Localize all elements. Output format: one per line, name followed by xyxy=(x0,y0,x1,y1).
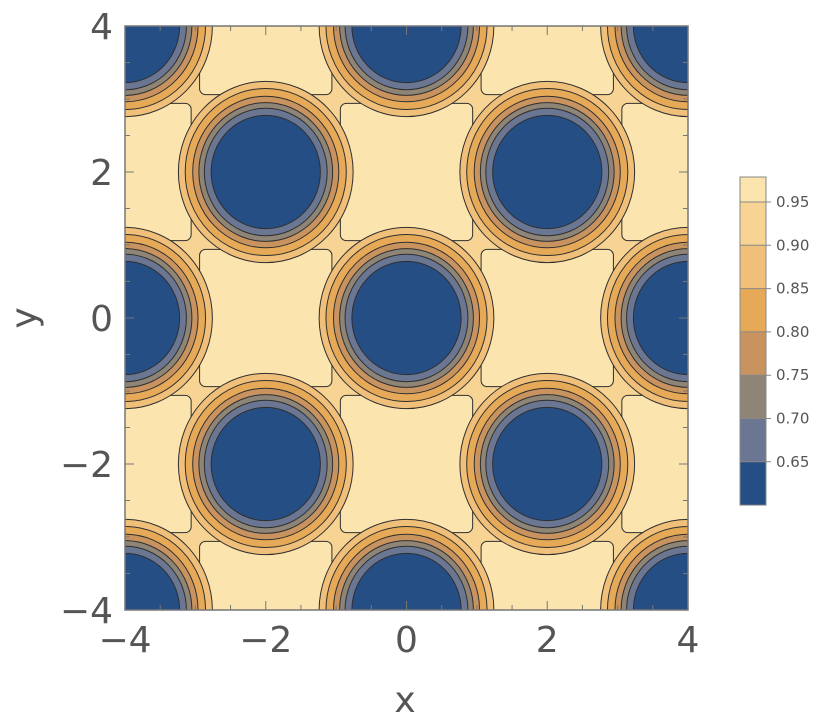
plateau-region xyxy=(339,394,474,534)
contour-level xyxy=(210,114,321,230)
plateau-region xyxy=(480,26,614,96)
minimum-well xyxy=(125,518,213,610)
x-tick-label: 4 xyxy=(677,620,700,661)
plot-area xyxy=(125,26,688,610)
color-legend: 0.95 0.90 0.85 0.80 0.75 0.70 0.65 xyxy=(739,176,809,506)
x-tick-label: 2 xyxy=(536,620,559,661)
contour-level xyxy=(351,26,462,84)
y-tick-label: 0 xyxy=(90,299,113,340)
contour-level xyxy=(125,26,181,84)
legend-swatch xyxy=(740,375,766,419)
legend-label: 0.95 xyxy=(776,193,809,211)
minimum-well xyxy=(318,226,495,410)
legend-swatch xyxy=(740,418,766,462)
y-axis-label: y xyxy=(4,307,45,328)
plateau-region xyxy=(199,248,333,388)
minimum-well xyxy=(125,26,213,118)
x-tick-label: −4 xyxy=(98,620,151,661)
plateau-region xyxy=(199,26,333,96)
legend-label: 0.85 xyxy=(776,280,809,298)
legend-frame xyxy=(739,176,767,506)
legend-label: 0.70 xyxy=(776,410,809,428)
axis-ticks xyxy=(124,25,689,611)
legend-swatch xyxy=(740,461,766,506)
contour-level xyxy=(492,406,603,522)
contour-level xyxy=(210,406,321,522)
minimum-well xyxy=(459,372,636,556)
minimum-well xyxy=(177,80,354,264)
y-tick-label: 2 xyxy=(90,153,113,194)
plateau-region xyxy=(339,102,474,242)
y-tick-label: −4 xyxy=(60,591,113,632)
legend-swatch xyxy=(740,245,766,289)
legend-swatch xyxy=(740,177,766,202)
x-axis-label: x xyxy=(394,680,415,721)
minimum-well xyxy=(177,372,354,556)
legend-swatch xyxy=(740,202,766,246)
minimum-well xyxy=(318,518,495,610)
legend-label: 0.65 xyxy=(776,453,809,471)
minimum-well xyxy=(459,80,636,264)
legend-label: 0.90 xyxy=(776,236,809,254)
y-tick-label: −2 xyxy=(60,445,113,486)
plateau-region xyxy=(480,248,614,388)
legend-swatch xyxy=(740,288,766,332)
legend-swatch xyxy=(740,331,766,376)
x-tick-label: −2 xyxy=(239,620,292,661)
x-tick-label: 0 xyxy=(395,620,418,661)
contour-level xyxy=(492,114,603,230)
contour-level xyxy=(125,260,181,376)
legend-label: 0.75 xyxy=(776,366,809,384)
y-tick-label: 4 xyxy=(90,7,113,48)
minimum-well xyxy=(125,226,213,410)
minimum-well xyxy=(600,226,688,410)
legend-label: 0.80 xyxy=(776,323,809,341)
tick-labels: −4 −2 0 2 4 −4 −2 0 2 4 xyxy=(60,7,700,661)
contour-level xyxy=(351,260,462,376)
minimum-well xyxy=(318,26,495,118)
